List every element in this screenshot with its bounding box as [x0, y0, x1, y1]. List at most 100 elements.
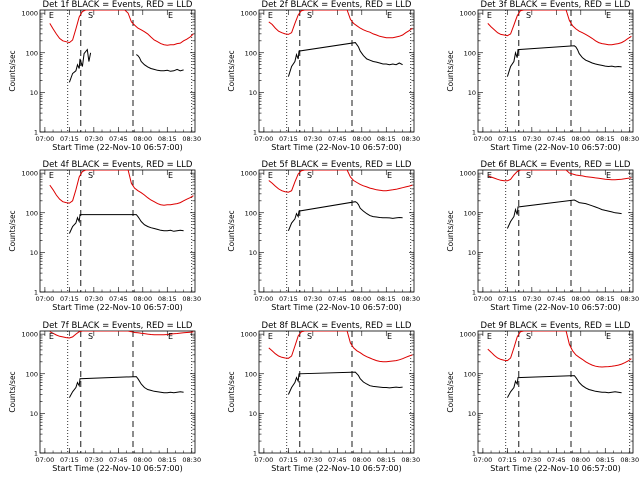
- x-tick-label: 07:30: [84, 456, 103, 464]
- x-tick-label: 07:00: [36, 456, 55, 464]
- marker-s: S: [88, 332, 93, 341]
- y-tick-label: 100: [26, 209, 38, 217]
- x-axis-label: Start Time (22-Nov-10 06:57:00): [490, 143, 620, 152]
- y-tick-label: 1: [34, 289, 38, 297]
- marker-e: E: [268, 332, 273, 341]
- x-tick-label: 08:00: [352, 456, 371, 464]
- marker-s: S: [526, 11, 531, 20]
- chart-panel-7: Det 7f BLACK = Events, RED = LLD 1 10 100 10…: [8, 321, 201, 473]
- chart-panel-4: Det 4f BLACK = Events, RED = LLD 1 10 100 10…: [8, 160, 201, 312]
- x-axis-label: Start Time (22-Nov-10 06:57:00): [490, 464, 620, 473]
- x-tick-label: 07:15: [498, 456, 517, 464]
- x-tick-label: 08:30: [620, 295, 639, 303]
- x-tick-label: 08:30: [182, 295, 201, 303]
- y-tick-label: 1000: [240, 10, 257, 18]
- y-tick-label: 1000: [21, 331, 38, 339]
- x-tick-label: 07:45: [547, 135, 566, 143]
- x-tick-label: 07:00: [36, 135, 55, 143]
- x-tick-label: 08:15: [377, 295, 396, 303]
- x-tick-label: 07:00: [255, 456, 274, 464]
- y-tick-label: 1: [253, 129, 257, 137]
- x-tick-label: 07:15: [279, 295, 298, 303]
- x-axis-label: Start Time (22-Nov-10 06:57:00): [271, 464, 401, 473]
- marker-e: E: [387, 11, 392, 20]
- y-axis-label: Counts/sec: [446, 210, 455, 251]
- chart-panel-3: Det 3f BLACK = Events, RED = LLD 1 10 100 10…: [446, 0, 639, 152]
- x-tick-label: 08:00: [133, 456, 152, 464]
- marker-s: S: [307, 171, 312, 180]
- y-tick-label: 1: [253, 450, 257, 458]
- marker-e: E: [387, 171, 392, 180]
- x-tick-label: 07:00: [474, 135, 493, 143]
- y-tick-label: 1000: [459, 170, 476, 178]
- y-tick-label: 100: [245, 49, 257, 57]
- plot-frame: [477, 9, 634, 133]
- marker-e: E: [606, 171, 611, 180]
- plot-frame: [258, 330, 415, 454]
- y-tick-label: 100: [464, 370, 476, 378]
- x-tick-label: 08:30: [620, 135, 639, 143]
- chart-title: Det 6f BLACK = Events, RED = LLD: [481, 160, 631, 170]
- series-line-events: [68, 376, 184, 398]
- y-tick-label: 1: [472, 289, 476, 297]
- x-tick-label: 07:00: [255, 295, 274, 303]
- x-tick-label: 07:15: [279, 135, 298, 143]
- marker-s: S: [526, 332, 531, 341]
- x-axis-label: Start Time (22-Nov-10 06:57:00): [490, 303, 620, 312]
- x-tick-label: 07:45: [547, 295, 566, 303]
- x-tick-label: 08:15: [596, 135, 615, 143]
- y-tick-label: 1000: [459, 10, 476, 18]
- marker-s: S: [307, 11, 312, 20]
- marker-e: E: [49, 11, 54, 20]
- x-tick-label: 08:15: [158, 135, 177, 143]
- y-tick-label: 10: [249, 410, 257, 418]
- x-tick-label: 07:30: [84, 295, 103, 303]
- y-tick-label: 1000: [459, 331, 476, 339]
- y-tick-label: 100: [464, 49, 476, 57]
- x-tick-label: 07:30: [522, 456, 541, 464]
- x-tick-label: 07:30: [84, 135, 103, 143]
- x-tick-label: 07:45: [328, 135, 347, 143]
- x-axis-label: Start Time (22-Nov-10 06:57:00): [52, 303, 182, 312]
- chart-panel-5: Det 5f BLACK = Events, RED = LLD 1 10 100 10…: [227, 160, 420, 312]
- x-tick-label: 07:15: [498, 295, 517, 303]
- chart-panel-1: Det 1f BLACK = Events, RED = LLD 1 10 100 10…: [8, 0, 201, 152]
- marker-e: E: [268, 171, 273, 180]
- series-line-events: [506, 375, 622, 398]
- x-tick-label: 08:30: [182, 456, 201, 464]
- x-tick-label: 08:15: [596, 456, 615, 464]
- x-axis-label: Start Time (22-Nov-10 06:57:00): [52, 143, 182, 152]
- series-line-lld: [268, 170, 413, 193]
- y-axis-label: Counts/sec: [8, 50, 17, 91]
- y-axis-label: Counts/sec: [227, 371, 236, 412]
- y-tick-label: 1: [472, 129, 476, 137]
- y-tick-label: 10: [468, 89, 476, 97]
- y-tick-label: 10: [30, 89, 38, 97]
- marker-e: E: [487, 332, 492, 341]
- marker-e: E: [487, 171, 492, 180]
- y-tick-label: 10: [468, 410, 476, 418]
- x-tick-label: 08:00: [571, 456, 590, 464]
- y-tick-label: 1: [34, 450, 38, 458]
- x-tick-label: 07:45: [328, 295, 347, 303]
- series-line-lld: [268, 10, 413, 39]
- y-tick-label: 1000: [240, 170, 257, 178]
- y-tick-label: 100: [245, 209, 257, 217]
- marker-e: E: [168, 171, 173, 180]
- x-tick-label: 08:30: [401, 135, 420, 143]
- marker-e: E: [168, 332, 173, 341]
- y-tick-label: 10: [468, 249, 476, 257]
- y-tick-label: 1000: [21, 170, 38, 178]
- x-tick-label: 08:15: [377, 456, 396, 464]
- x-tick-label: 07:45: [328, 456, 347, 464]
- y-axis-label: Counts/sec: [227, 50, 236, 91]
- x-axis-label: Start Time (22-Nov-10 06:57:00): [271, 303, 401, 312]
- x-tick-label: 07:00: [474, 456, 493, 464]
- x-tick-label: 07:30: [522, 135, 541, 143]
- series-line-lld: [49, 10, 194, 46]
- chart-panel-9: Det 9f BLACK = Events, RED = LLD 1 10 100 10…: [446, 321, 639, 473]
- marker-s: S: [88, 11, 93, 20]
- x-tick-label: 08:00: [133, 135, 152, 143]
- plot-frame: [477, 169, 634, 293]
- y-tick-label: 100: [26, 49, 38, 57]
